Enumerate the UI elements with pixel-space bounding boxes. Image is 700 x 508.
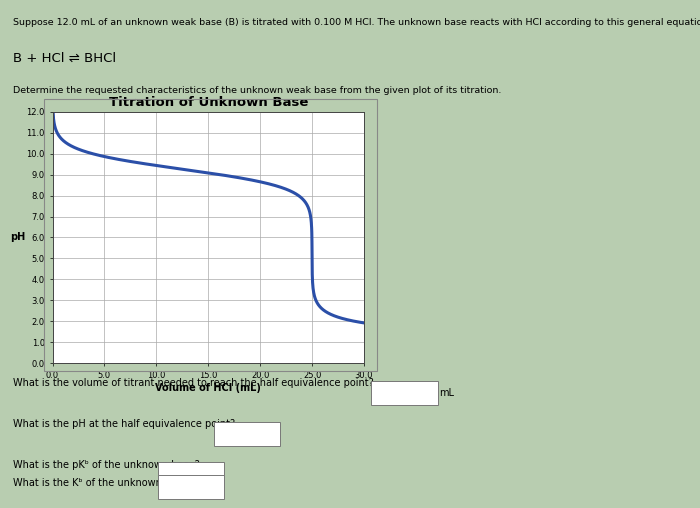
Text: Determine the requested characteristics of the unknown weak base from the given : Determine the requested characteristics … xyxy=(13,86,501,95)
Text: What is the volume of titrant needed to reach the half equivalence point?: What is the volume of titrant needed to … xyxy=(13,378,373,389)
Text: 1: 1 xyxy=(223,429,229,439)
Text: What is the Kᵇ of the unknown base?: What is the Kᵇ of the unknown base? xyxy=(13,478,193,488)
Text: 1: 1 xyxy=(167,469,173,480)
Text: What is the pKᵇ of the unknown base?: What is the pKᵇ of the unknown base? xyxy=(13,460,199,470)
Text: 1: 1 xyxy=(167,482,173,492)
Text: What is the pH at the half equivalence point?: What is the pH at the half equivalence p… xyxy=(13,419,234,429)
X-axis label: Volume of HCl (mL): Volume of HCl (mL) xyxy=(155,383,261,393)
Text: B + HCl ⇌ BHCl: B + HCl ⇌ BHCl xyxy=(13,52,116,65)
Text: Suppose 12.0 mL of an unknown weak base (B) is titrated with 0.100 M HCl. The un: Suppose 12.0 mL of an unknown weak base … xyxy=(13,18,700,27)
Title: Titration of Unknown Base: Titration of Unknown Base xyxy=(108,96,308,109)
Text: 1: 1 xyxy=(380,388,386,398)
Text: mL: mL xyxy=(440,388,454,398)
Y-axis label: pH: pH xyxy=(10,233,25,242)
